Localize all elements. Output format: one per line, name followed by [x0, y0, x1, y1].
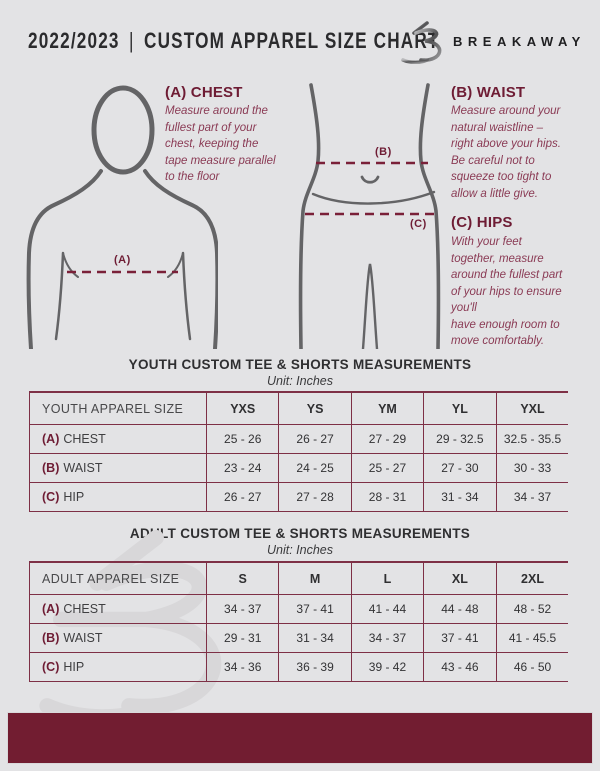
- size-value-cell: 39 - 42: [350, 652, 424, 682]
- season-label: 2022/2023: [28, 28, 120, 53]
- row-label-cell: (A) CHEST: [29, 424, 207, 454]
- row-label-text: HIP: [63, 660, 85, 674]
- upper-body-figure: [26, 85, 218, 349]
- size-header-cell: YM: [350, 392, 424, 425]
- table-header-row: ADULT APPAREL SIZE S M L XL 2XL: [29, 562, 569, 595]
- size-value-cell: 43 - 46: [423, 652, 497, 682]
- hips-line-label: (C): [410, 218, 427, 230]
- size-header-cell: M: [278, 562, 352, 595]
- size-value-cell: 37 - 41: [278, 594, 352, 624]
- measurement-row: (B) WAIST 23 - 24 24 - 25 25 - 27 27 - 30 30 -…: [29, 453, 569, 483]
- row-label-text: WAIST: [63, 461, 103, 475]
- measurement-row: (C) HIP 26 - 27 27 - 28 28 - 31 31 - 34 34 - 3…: [29, 482, 569, 512]
- measurement-row: (A) CHEST 25 - 26 26 - 27 27 - 29 29 - 32.5 32…: [29, 424, 569, 454]
- size-value-cell: 37 - 41: [423, 623, 497, 653]
- size-value-cell: 28 - 31: [350, 482, 424, 512]
- size-value-cell: 44 - 48: [423, 594, 497, 624]
- row-label-text: WAIST: [63, 631, 103, 645]
- chart-title: CUSTOM APPAREL SIZE CHART: [144, 28, 440, 53]
- row-label-cell: (C) HIP: [29, 652, 207, 682]
- size-value-cell: 27 - 29: [350, 424, 424, 454]
- row-label-cell: (B) WAIST: [29, 623, 207, 653]
- size-header-cell: YXS: [205, 392, 279, 425]
- table-header-row: YOUTH APPAREL SIZE YXS YS YM YL YXL: [29, 392, 569, 425]
- size-value-cell: 34 - 37: [205, 594, 279, 624]
- row-label-cell: (C) HIP: [29, 482, 207, 512]
- size-value-cell: 27 - 30: [423, 453, 497, 483]
- row-label-prefix: (B): [42, 461, 60, 475]
- size-header-cell: S: [205, 562, 279, 595]
- size-value-cell: 23 - 24: [205, 453, 279, 483]
- size-header-cell: XL: [423, 562, 497, 595]
- lower-body-figure: [298, 83, 441, 349]
- youth-table-unit: Unit: Inches: [266, 374, 333, 388]
- row-label-prefix: (C): [42, 490, 60, 504]
- size-value-cell: 41 - 44: [350, 594, 424, 624]
- size-value-cell: 25 - 27: [350, 453, 424, 483]
- size-value-cell: 31 - 34: [278, 623, 352, 653]
- row-label-text: CHEST: [63, 432, 106, 446]
- size-value-cell: 32.5 - 35.5: [495, 424, 569, 454]
- footer-accent-bar: [7, 712, 593, 764]
- chest-line-label: (A): [114, 254, 131, 266]
- chest-guide-text: Measure around the fullest part of your …: [165, 105, 276, 183]
- chest-guide-heading: (A) CHEST: [165, 84, 243, 101]
- size-value-cell: 26 - 27: [278, 424, 352, 454]
- row-label-text: CHEST: [63, 602, 106, 616]
- adult-size-table: ADULT APPAREL SIZE S M L XL 2XL (A) CHEST 34 - 3…: [29, 561, 569, 682]
- youth-size-table: YOUTH APPAREL SIZE YXS YS YM YL YXL (A) CHEST 25…: [29, 391, 569, 512]
- row-label-cell: (A) CHEST: [29, 594, 207, 624]
- measurement-row: (A) CHEST 34 - 37 37 - 41 41 - 44 44 - 48 48 -…: [29, 594, 569, 624]
- size-value-cell: 27 - 28: [278, 482, 352, 512]
- size-value-cell: 30 - 33: [495, 453, 569, 483]
- breakaway-b-monogram-icon: [401, 21, 442, 64]
- adult-table-title: ADULT CUSTOM TEE & SHORTS MEASUREMENTS: [129, 526, 471, 541]
- size-value-cell: 41 - 45.5: [495, 623, 569, 653]
- waist-line-label: (B): [375, 146, 392, 158]
- size-value-cell: 34 - 37: [495, 482, 569, 512]
- row-label-prefix: (C): [42, 660, 60, 674]
- hips-guide-text: With your feet together, measure around …: [451, 236, 563, 347]
- size-header-cell: YS: [278, 392, 352, 425]
- measurement-row: (C) HIP 34 - 36 36 - 39 39 - 42 43 - 46 46 - 5…: [29, 652, 569, 682]
- size-value-cell: 25 - 26: [205, 424, 279, 454]
- size-value-cell: 46 - 50: [495, 652, 569, 682]
- row-label-prefix: (A): [42, 602, 60, 616]
- size-header-cell: YXL: [495, 392, 569, 425]
- size-value-cell: 29 - 31: [205, 623, 279, 653]
- size-column-title: YOUTH APPAREL SIZE: [29, 392, 207, 425]
- hips-guide-heading: (C) HIPS: [451, 214, 513, 231]
- row-label-text: HIP: [63, 490, 85, 504]
- page-title: 2022/2023 | CUSTOM APPAREL SIZE CHART: [28, 28, 440, 54]
- size-value-cell: 34 - 37: [350, 623, 424, 653]
- size-value-cell: 31 - 34: [423, 482, 497, 512]
- size-value-cell: 26 - 27: [205, 482, 279, 512]
- youth-table-title: YOUTH CUSTOM TEE & SHORTS MEASUREMENTS: [128, 357, 472, 372]
- waist-guide-text: Measure around your natural waistline – …: [451, 105, 561, 200]
- row-label-prefix: (B): [42, 631, 60, 645]
- measurement-row: (B) WAIST 29 - 31 31 - 34 34 - 37 37 - 41 41 -…: [29, 623, 569, 653]
- adult-table-unit: Unit: Inches: [266, 543, 333, 557]
- size-header-cell: YL: [423, 392, 497, 425]
- row-label-prefix: (A): [42, 432, 60, 446]
- size-value-cell: 34 - 36: [205, 652, 279, 682]
- size-header-cell: 2XL: [495, 562, 569, 595]
- brand-name: BREAKAWAY: [453, 34, 586, 49]
- title-separator: |: [129, 28, 135, 53]
- size-value-cell: 29 - 32.5: [423, 424, 497, 454]
- waist-guide-heading: (B) WAIST: [451, 84, 526, 101]
- size-value-cell: 48 - 52: [495, 594, 569, 624]
- size-column-title: ADULT APPAREL SIZE: [29, 562, 207, 595]
- size-value-cell: 24 - 25: [278, 453, 352, 483]
- row-label-cell: (B) WAIST: [29, 453, 207, 483]
- size-value-cell: 36 - 39: [278, 652, 352, 682]
- size-header-cell: L: [350, 562, 424, 595]
